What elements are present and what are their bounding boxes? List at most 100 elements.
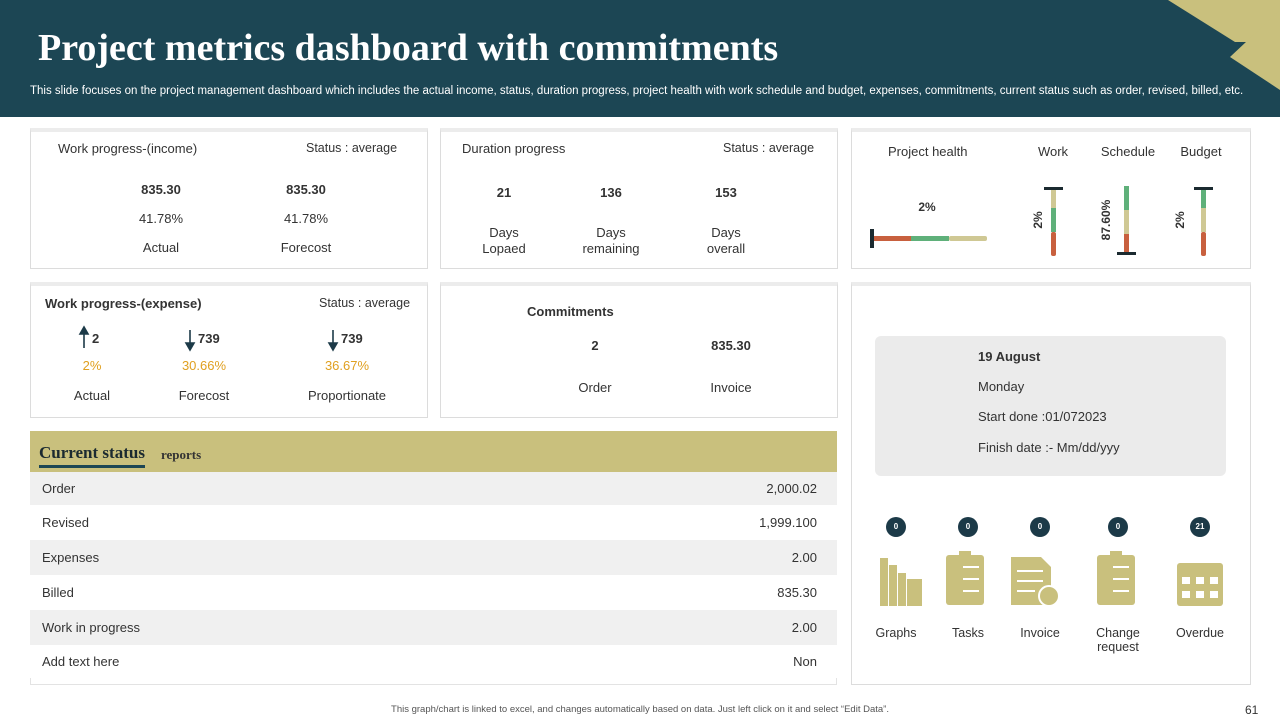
icon-label: request: [1097, 640, 1139, 654]
row-label: Billed: [42, 584, 74, 600]
corner-decoration: [1168, 0, 1280, 90]
expense-value: 739: [198, 331, 220, 346]
column-label: Schedule: [1101, 144, 1155, 159]
duration-label: Days: [711, 225, 741, 240]
page-subtitle: This slide focuses on the project manage…: [30, 85, 1244, 97]
status-header: [30, 431, 837, 472]
commitment-value: 2: [591, 338, 599, 353]
arrows: [78, 325, 339, 352]
panel-title: Work progress-(income): [58, 141, 198, 156]
invoice-icon: [1011, 557, 1060, 607]
duration-label: Days: [596, 225, 626, 240]
duration-label: remaining: [582, 241, 640, 256]
item-label: Forecost: [178, 388, 230, 403]
row-label: Work in progress: [42, 619, 141, 635]
change-request-icon: [1097, 551, 1135, 605]
item-label: Order: [578, 380, 612, 395]
duration-value: 21: [496, 185, 512, 200]
commitments-panel: [440, 282, 838, 418]
health-graphic: Project health Work Schedule Budget 2% 2…: [870, 144, 1222, 256]
icon-label: Graphs: [875, 626, 917, 640]
expense-percent: 36.67%: [324, 358, 370, 373]
page-title: Project metrics dashboard with commitmen…: [38, 27, 779, 69]
status-title: Current status: [39, 443, 145, 468]
duration-label: Days: [489, 225, 519, 240]
expense-value: 739: [341, 331, 363, 346]
day: Monday: [978, 379, 1025, 394]
commitment-value: 835.30: [711, 338, 751, 353]
icon-label: Change: [1096, 626, 1140, 640]
row-label: Revised: [42, 514, 89, 530]
percent: 41.78%: [138, 211, 184, 226]
expense-percent: 30.66%: [181, 358, 227, 373]
status-row: [30, 540, 837, 575]
row-value: 2.00: [791, 619, 817, 635]
item-label: Invoice: [710, 380, 752, 395]
row-value: 2.00: [791, 549, 817, 565]
row-value: 1,999.100: [759, 514, 817, 530]
column-label: Work: [1038, 144, 1069, 159]
item-label: Forecost: [280, 240, 332, 255]
row-label: Add text here: [42, 653, 120, 669]
panel-status: Status : average: [723, 141, 815, 155]
expense-percent: 2%: [82, 358, 102, 373]
duration-value: 153: [715, 185, 737, 200]
amount: 835.30: [141, 182, 181, 197]
panel-title: Project health: [888, 144, 968, 159]
row-label: Expenses: [42, 549, 100, 565]
status-row: [30, 472, 837, 505]
status-row: [30, 610, 837, 645]
count-badge: 21: [1190, 517, 1210, 537]
item-label: Actual: [142, 240, 180, 255]
budget-bar: [1194, 187, 1213, 256]
horizontal-bar: [870, 229, 987, 248]
amount: 835.30: [286, 182, 326, 197]
icon-row: [880, 551, 1223, 607]
count-badge: 0: [958, 517, 978, 537]
row-label: Order: [42, 480, 76, 496]
header-band: [0, 0, 1280, 117]
duration-label: Lopaed: [482, 241, 526, 256]
icon-label: Overdue: [1176, 626, 1224, 640]
row-value: 2,000.02: [766, 480, 817, 496]
date: 19 August: [978, 349, 1041, 364]
finish-date: Finish date :- Mm/dd/yyy: [978, 440, 1120, 455]
icon-label: Invoice: [1020, 626, 1060, 640]
status-row: [30, 575, 837, 610]
bar-label: 87.60%: [1099, 199, 1113, 240]
bar-label: 2%: [1173, 211, 1187, 229]
count-badge: 0: [1030, 517, 1050, 537]
schedule-bar: [1117, 186, 1136, 255]
duration-panel: [440, 128, 838, 269]
overdue-icon: [1177, 563, 1223, 606]
panel-title: Work progress-(expense): [45, 296, 202, 311]
panel-status: Status : average: [306, 141, 398, 155]
duration-label: overall: [706, 241, 746, 256]
page-number: 61: [1245, 703, 1259, 717]
graphs-icon: [880, 558, 922, 606]
tasks-icon: [946, 551, 984, 605]
row-value: 835.30: [777, 584, 817, 600]
count-badge: 0: [1108, 517, 1128, 537]
item-label: Actual: [73, 388, 111, 403]
date-box: [875, 336, 1226, 476]
footer-note: This graph/chart is linked to excel, and…: [391, 704, 889, 715]
panel-title: Duration progress: [462, 141, 566, 156]
income-panel: [30, 128, 428, 269]
status-row: [30, 645, 837, 678]
percent: 41.78%: [283, 211, 329, 226]
expense-panel: [30, 282, 428, 418]
duration-value: 136: [600, 185, 622, 200]
expense-value: 2: [92, 331, 100, 346]
work-bar: [1044, 187, 1063, 256]
status-row: [30, 505, 837, 540]
count-badge: 0: [886, 517, 906, 537]
icon-label: Tasks: [952, 626, 984, 640]
start-date: Start done :01/072023: [978, 409, 1107, 424]
column-label: Budget: [1180, 144, 1222, 159]
status-subtitle: reports: [161, 447, 202, 462]
bar-label: 2%: [918, 200, 936, 214]
panel-status: Status : average: [319, 296, 411, 310]
row-value: Non: [793, 653, 817, 669]
